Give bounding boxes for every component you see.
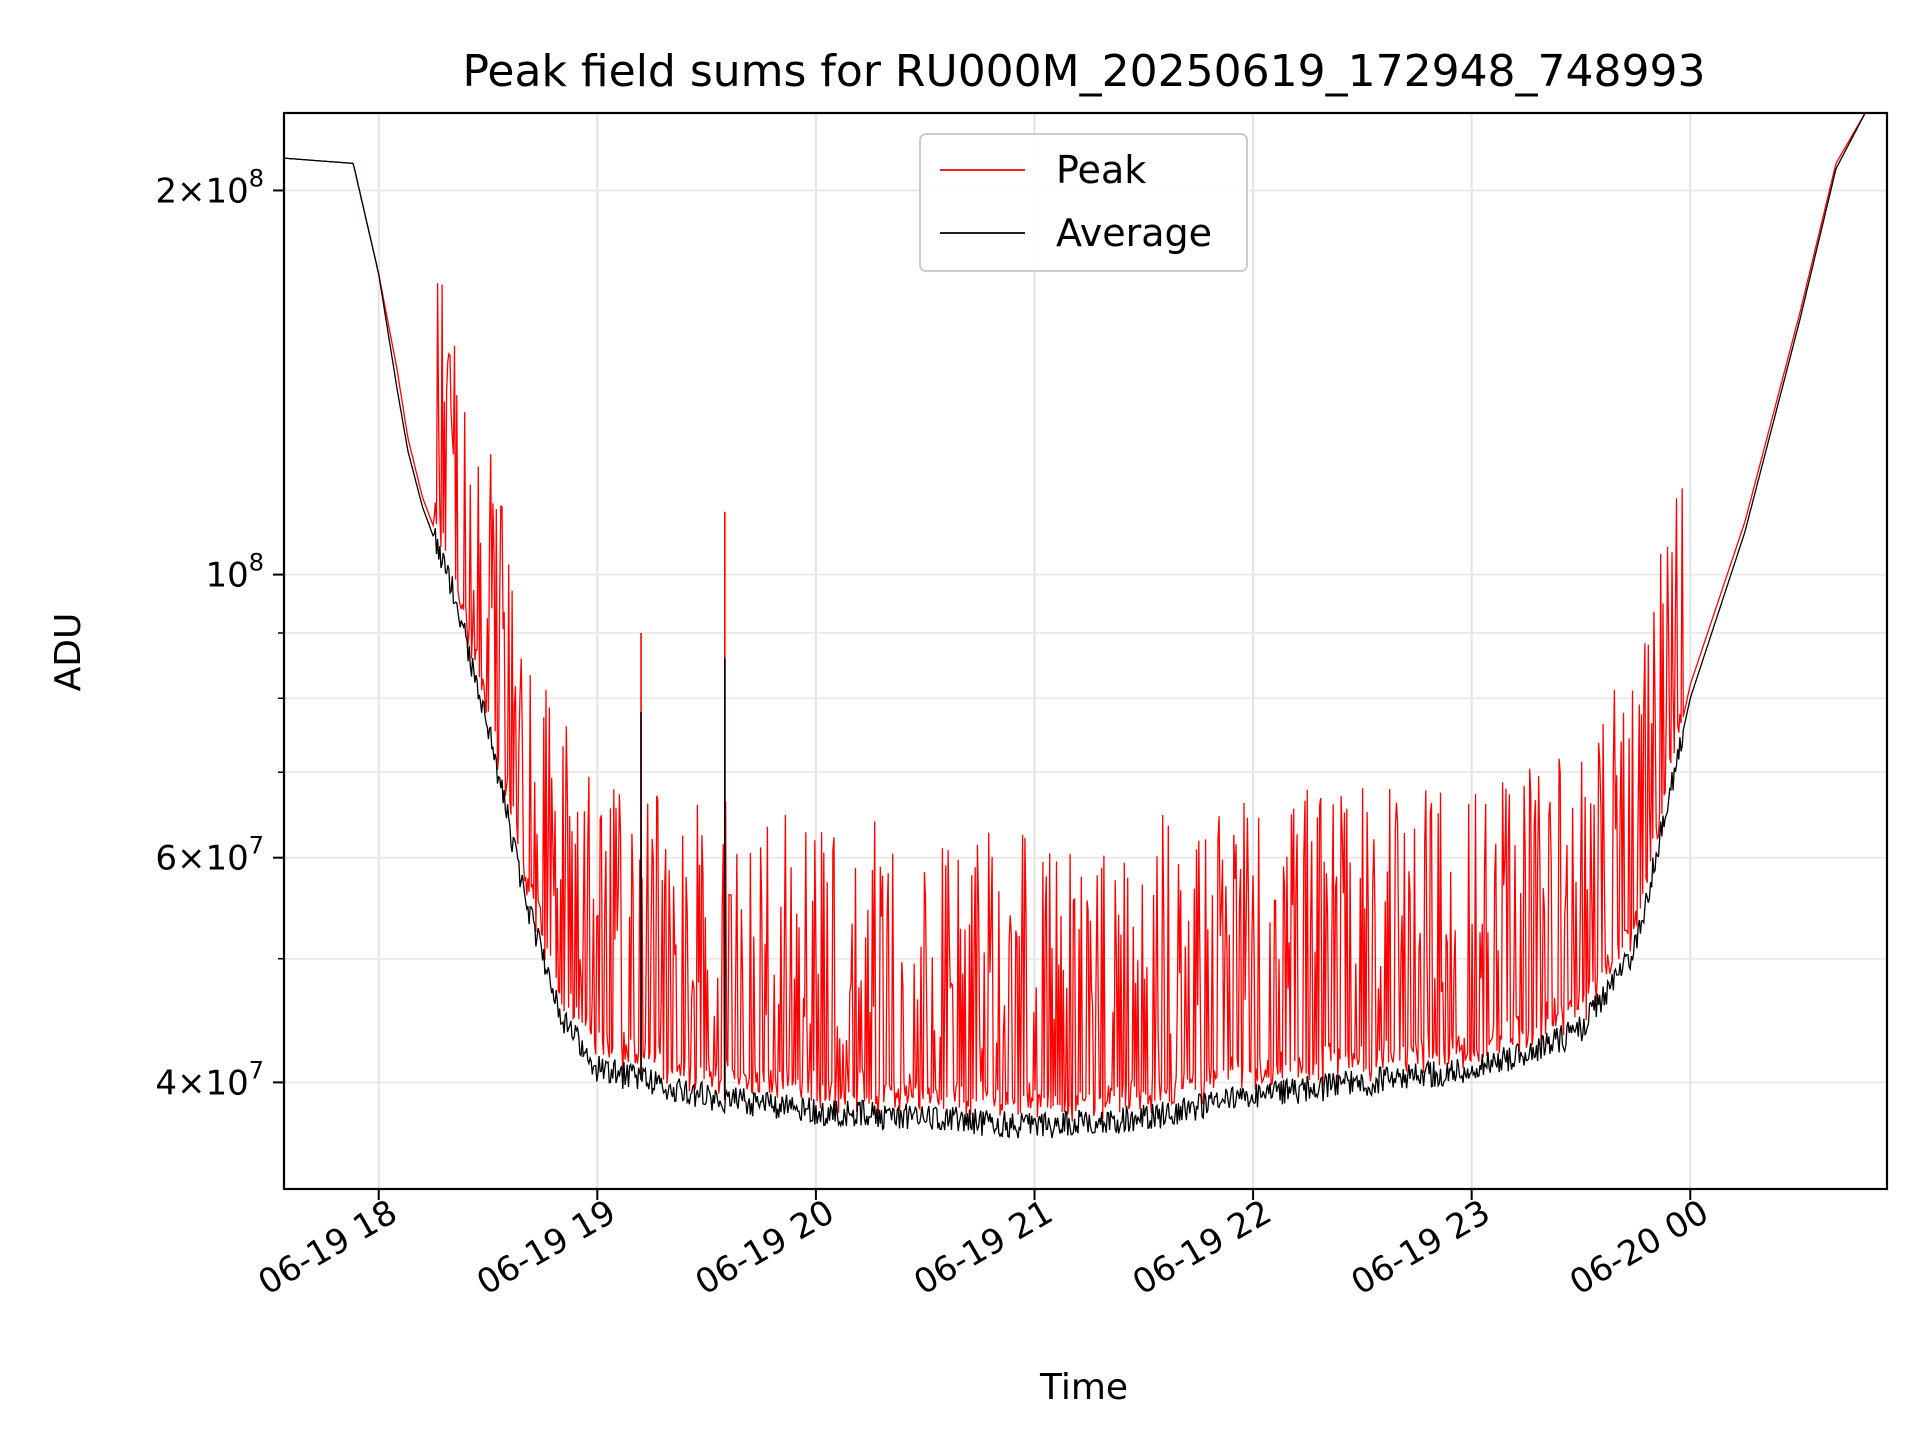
legend: Peak Average	[919, 133, 1248, 272]
y-tick-label: 108	[205, 549, 264, 596]
legend-label-average: Average	[1056, 211, 1212, 255]
legend-label-peak: Peak	[1056, 148, 1146, 192]
series-line-peak	[284, 112, 1866, 1122]
y-tick-label: 6×107	[155, 832, 264, 879]
x-axis-label: Time	[1039, 1367, 1128, 1408]
legend-box	[919, 133, 1248, 272]
y-tick-label: 2×108	[155, 164, 264, 211]
series-layer	[284, 112, 1866, 1139]
plot-frame	[282, 111, 1889, 1191]
y-axis-label: ADU	[48, 613, 89, 692]
y-tick-label: 4×107	[155, 1056, 264, 1103]
chart-title: Peak field sums for RU000M_20250619_1729…	[462, 46, 1705, 97]
y-axis: 4×107 6×107 108 2×108	[155, 164, 284, 1103]
series-line-average	[284, 112, 1866, 1139]
